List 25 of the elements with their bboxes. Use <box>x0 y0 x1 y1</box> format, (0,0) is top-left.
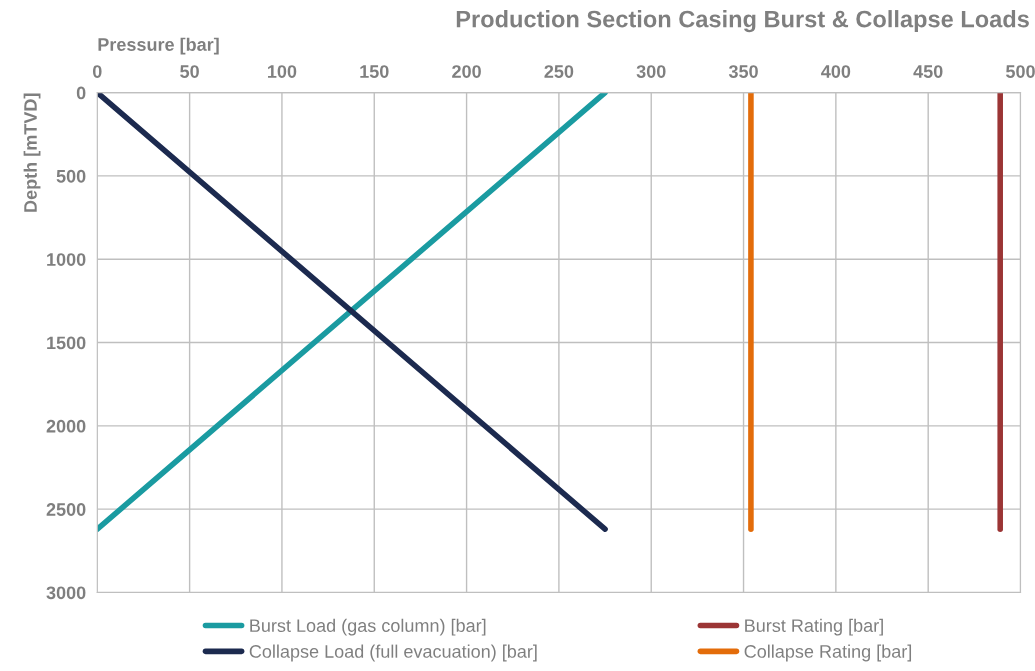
x-tick-label: 300 <box>636 65 666 78</box>
x-tick-label: 250 <box>544 65 574 78</box>
x-tick-label: 500 <box>1006 65 1035 78</box>
y-tick-label: 1000 <box>47 253 86 266</box>
y-tick-label: 2500 <box>46 503 86 516</box>
x-tick-label: 200 <box>452 65 481 78</box>
x-tick-label: 150 <box>360 65 389 78</box>
y-axis-title: Depth [mTVD] <box>23 93 41 212</box>
legend-label: Collapse Rating [bar] <box>744 644 912 662</box>
legend-label: Burst Rating [bar] <box>745 618 883 636</box>
y-tick-label: 3000 <box>46 586 86 600</box>
y-tick-label: 1500 <box>47 336 86 350</box>
y-tick-label: 2000 <box>46 419 86 433</box>
x-tick-label: 400 <box>821 65 851 78</box>
x-tick-label: 450 <box>913 65 943 78</box>
y-tick-label: 0 <box>76 86 86 100</box>
x-tick-label: 100 <box>268 65 297 78</box>
x-tick-label: 0 <box>92 65 102 78</box>
legend-label: Burst Load (gas column) [bar] <box>250 618 486 636</box>
x-axis-title: Pressure [bar] <box>98 37 219 55</box>
y-tick-label: 500 <box>56 169 86 183</box>
x-tick-label: 350 <box>728 65 758 78</box>
legend-label: Collapse Load (full evacuation) [bar] <box>249 644 537 662</box>
x-tick-label: 50 <box>180 65 199 78</box>
chart-title: Production Section Casing Burst & Collapse Loads <box>456 10 1029 33</box>
